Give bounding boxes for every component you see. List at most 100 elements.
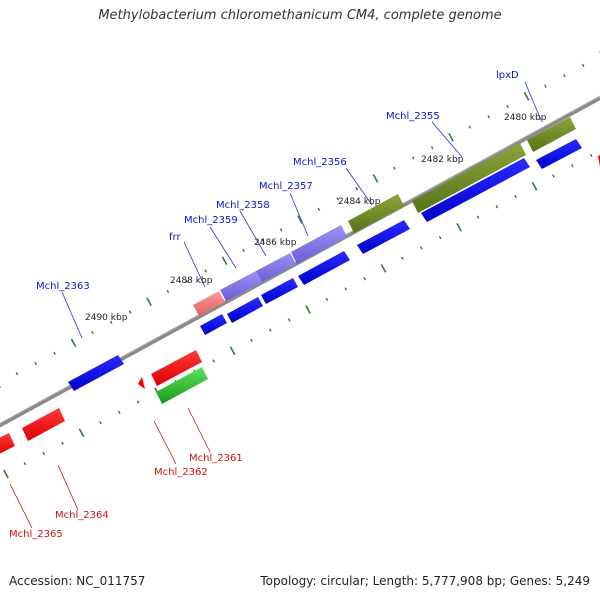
gene-label-mchl-2359: Mchl_2359: [184, 215, 238, 226]
tick-mark: [3, 469, 9, 479]
tick-mark: [514, 194, 518, 199]
kbp-label: 2490 kbp: [85, 313, 128, 323]
gene-arrow-mchl-2365: [0, 433, 15, 454]
tick-mark: [53, 351, 56, 355]
tick-mark: [430, 145, 434, 150]
accession-text: Accession: NC_011757: [9, 574, 146, 588]
tick-mark: [419, 246, 423, 250]
tick-mark: [380, 264, 387, 273]
gene-label-mchl-2361: Mchl_2361: [189, 453, 243, 464]
tick-mark: [523, 91, 530, 101]
tick-mark: [456, 223, 462, 232]
tick-mark: [448, 133, 454, 142]
tick-mark: [128, 310, 132, 314]
feature-mchl-2359: [220, 271, 262, 301]
tick-mark: [146, 297, 152, 307]
tick-mark: [166, 289, 170, 294]
forward-cds-row: [68, 139, 582, 391]
feature-mchl-2358: [256, 253, 296, 282]
tick-mark: [487, 115, 491, 119]
tick-mark: [185, 279, 189, 283]
tick-mark: [401, 256, 404, 260]
tick-mark: [562, 74, 566, 78]
tick-mark: [242, 248, 245, 253]
tick-mark: [221, 256, 228, 265]
reverse-feature-row: [0, 155, 600, 454]
tick-mark: [204, 269, 208, 273]
leader-lines: [9, 81, 542, 529]
gene-label-frr: frr: [169, 232, 181, 243]
tick-mark: [317, 207, 321, 211]
tick-mark: [344, 287, 348, 291]
tick-mark: [15, 372, 19, 376]
tick-mark: [117, 410, 121, 415]
gene-arrow-mchl-2358: [261, 278, 298, 304]
tick-mark: [99, 420, 102, 425]
tick-mark: [109, 320, 113, 325]
map-title: Methylobacterium chloromethanicum CM4, c…: [98, 8, 502, 23]
gene-label-mchl-2364: Mchl_2364: [55, 510, 109, 521]
tick-mark: [305, 305, 311, 314]
kbp-label: 2480 kbp: [504, 113, 547, 123]
tick-mark: [372, 174, 379, 183]
reverse-gene-labels: Mchl_2361 Mchl_2362 Mchl_2364 Mchl_2365: [9, 453, 243, 540]
gene-arrow-mchl-2362: [151, 350, 202, 386]
tick-mark: [260, 238, 264, 242]
gene-label-mchl-2358: Mchl_2358: [216, 200, 270, 211]
tick-mark: [70, 338, 77, 348]
tick-mark: [355, 187, 359, 191]
tick-mark: [589, 153, 593, 158]
gene-label-mchl-2356: Mchl_2356: [293, 157, 347, 168]
rna-mchl-2355: [412, 143, 526, 213]
gene-label-mchl-2363: Mchl_2363: [36, 281, 90, 292]
tick-mark: [468, 125, 472, 129]
gene-arrow-mchl-2359: [227, 297, 263, 323]
kbp-label: 2484 kbp: [338, 197, 381, 207]
gene-arrow-mchl-2357: [298, 251, 350, 285]
tick-mark: [250, 338, 253, 343]
gene-arrow-frr: [200, 314, 227, 335]
tick-mark: [42, 451, 46, 456]
feature-mchl-2361: [156, 367, 208, 404]
tick-mark: [34, 361, 38, 366]
kbp-label: 2486 kbp: [254, 238, 297, 248]
tick-mark: [136, 400, 140, 404]
tick-mark: [531, 181, 538, 191]
gene-label-lpxd: lpxD: [496, 70, 519, 81]
gene-label-mchl-2365: Mchl_2365: [9, 529, 63, 540]
tick-mark: [23, 462, 27, 466]
gene-arrow-lpxd: [536, 139, 582, 169]
tick-mark: [581, 63, 585, 68]
gene-label-mchl-2362: Mchl_2362: [154, 467, 208, 478]
tick-mark: [544, 84, 547, 88]
gene-arrow-mchl-2356: [357, 220, 410, 254]
gene-arrow-mchl-2364: [22, 408, 65, 441]
tick-mark: [78, 428, 85, 438]
tick-mark: [91, 330, 94, 335]
tick-mark: [495, 205, 499, 209]
rna-lpxd: [527, 117, 576, 152]
rna-mchl-2356: [348, 194, 404, 233]
tick-mark: [287, 318, 291, 322]
tick-mark: [279, 228, 283, 232]
tick-mark: [570, 164, 574, 168]
forward-gene-labels: lpxD Mchl_2355 Mchl_2356 Mchl_2357 Mchl_…: [36, 70, 519, 292]
tick-marks: [0, 51, 600, 479]
tick-mark: [61, 441, 64, 445]
tick-mark: [325, 297, 329, 301]
tick-mark: [363, 277, 367, 281]
tick-mark: [297, 215, 303, 224]
pseudogene-frr: [193, 291, 225, 316]
tick-mark: [411, 156, 415, 160]
gene-arrow-mchl-2363: [68, 355, 124, 391]
kbp-labels: 2480 kbp 2482 kbp 2484 kbp 2486 kbp 2488…: [85, 113, 547, 323]
gene-arrow-small-reverse: [138, 377, 145, 389]
gene-arrow-mchl-2355: [421, 158, 530, 222]
genome-summary-text: Topology: circular; Length: 5,777,908 bp…: [260, 574, 590, 588]
forward-feature-row: [193, 117, 576, 316]
tick-mark: [336, 197, 340, 201]
kbp-label: 2488 kbp: [170, 276, 213, 286]
tick-mark: [393, 166, 396, 170]
tick-mark: [552, 174, 555, 178]
